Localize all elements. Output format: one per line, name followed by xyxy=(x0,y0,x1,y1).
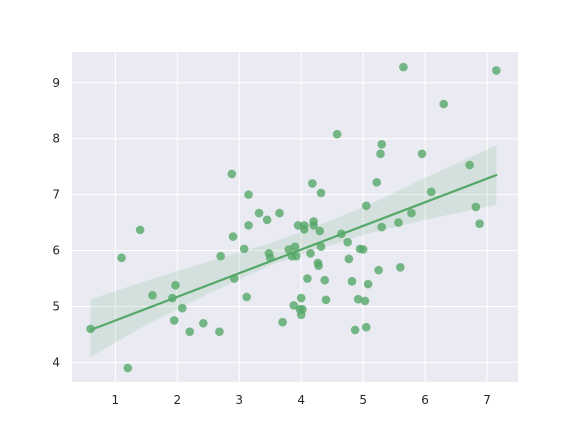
data-point xyxy=(358,245,368,254)
data-point xyxy=(363,279,373,289)
y-tick-label: 8 xyxy=(52,132,60,146)
regression-line-group xyxy=(89,173,498,332)
data-point xyxy=(293,221,303,230)
data-point xyxy=(228,232,238,241)
data-point xyxy=(177,303,187,313)
data-point xyxy=(315,226,325,236)
x-tick-label: 4 xyxy=(297,393,305,407)
data-point xyxy=(361,201,371,211)
data-point xyxy=(185,327,194,336)
data-point xyxy=(308,179,317,188)
data-point xyxy=(396,263,405,272)
data-point xyxy=(216,251,225,261)
data-point xyxy=(309,221,318,230)
data-point xyxy=(199,318,208,328)
data-point xyxy=(314,261,323,270)
data-point xyxy=(306,249,315,258)
confidence-band-area xyxy=(90,145,497,357)
data-point xyxy=(123,363,133,373)
data-point xyxy=(320,275,330,285)
data-point xyxy=(316,242,326,251)
data-point xyxy=(290,242,300,251)
data-point xyxy=(350,325,360,335)
data-point xyxy=(465,160,474,170)
data-point xyxy=(316,188,326,198)
regression-line xyxy=(89,173,498,332)
x-tick-label: 2 xyxy=(173,393,181,407)
confidence-band xyxy=(90,145,497,357)
data-point xyxy=(475,219,484,229)
data-point xyxy=(239,244,249,254)
data-point xyxy=(135,225,145,235)
data-point xyxy=(377,222,387,232)
data-point xyxy=(347,277,357,286)
data-point xyxy=(242,292,251,302)
data-point xyxy=(360,296,370,306)
x-tick-label: 3 xyxy=(235,393,243,407)
data-point xyxy=(169,316,179,325)
data-point xyxy=(377,139,387,149)
data-point xyxy=(353,294,363,304)
data-point xyxy=(321,295,331,305)
data-point xyxy=(289,301,299,310)
x-tick-label: 5 xyxy=(359,393,367,407)
data-point xyxy=(343,237,352,247)
data-point xyxy=(215,327,224,336)
data-points xyxy=(86,62,501,373)
x-tick-label: 7 xyxy=(483,393,491,407)
data-point xyxy=(417,149,427,159)
data-point xyxy=(299,225,309,234)
y-tick-label: 5 xyxy=(52,299,60,313)
grid-lines xyxy=(72,52,518,382)
data-point xyxy=(244,190,253,199)
data-point xyxy=(394,218,403,227)
data-point xyxy=(278,317,287,327)
data-point xyxy=(471,202,481,212)
x-axis-ticks: 1 2 3 4 5 6 7 xyxy=(112,393,491,407)
data-point xyxy=(492,66,501,75)
data-point xyxy=(298,304,307,314)
data-point xyxy=(374,265,383,275)
plot-area xyxy=(72,52,518,382)
data-point xyxy=(303,274,312,283)
data-point xyxy=(227,169,237,179)
data-point xyxy=(332,129,342,139)
data-point xyxy=(148,291,157,300)
data-point xyxy=(296,293,306,303)
data-point xyxy=(426,187,436,197)
data-point xyxy=(262,215,272,225)
data-point xyxy=(372,178,382,187)
data-point xyxy=(117,253,126,263)
y-tick-label: 6 xyxy=(52,244,60,258)
data-point xyxy=(407,208,416,218)
data-point xyxy=(244,221,253,230)
y-tick-label: 7 xyxy=(52,188,60,202)
y-tick-label: 4 xyxy=(52,355,60,369)
data-point xyxy=(399,62,408,72)
data-point xyxy=(275,208,284,218)
data-point xyxy=(376,149,385,159)
data-point xyxy=(439,99,448,109)
y-tick-label: 9 xyxy=(52,76,60,90)
x-tick-label: 1 xyxy=(112,393,120,407)
data-point xyxy=(291,251,301,261)
data-point xyxy=(361,322,371,332)
data-point xyxy=(254,208,264,218)
data-point xyxy=(171,280,180,290)
x-tick-label: 6 xyxy=(421,393,429,407)
y-axis-ticks: 4 5 6 7 8 9 xyxy=(52,76,60,370)
data-point xyxy=(344,254,354,264)
